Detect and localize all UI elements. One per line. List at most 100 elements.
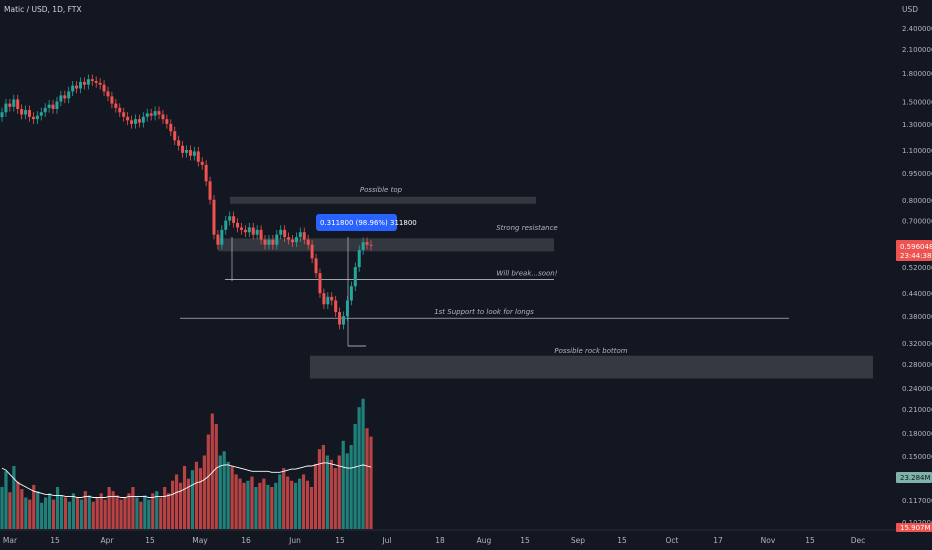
time-tick-label: 16 [241, 536, 251, 545]
candle-body [157, 111, 161, 115]
annotation-will-break: Will break...soon! [496, 270, 557, 278]
annotation-possible-top: Possible top [360, 186, 403, 194]
candle-body [259, 229, 263, 240]
candle-body [188, 149, 192, 156]
volume-bar [301, 474, 306, 529]
candle-body [322, 293, 326, 305]
volume-bar [325, 455, 329, 529]
volume-bar [250, 476, 254, 529]
candle-body [173, 131, 177, 141]
candle-body [294, 237, 298, 243]
candle-body [86, 79, 90, 85]
volume-bar [79, 499, 83, 529]
time-tick-label: 15 [520, 536, 530, 545]
time-tick-label: Aug [477, 536, 492, 545]
candle-body [126, 116, 130, 121]
candle-body [239, 227, 243, 230]
candle-body [342, 316, 346, 325]
candle-body [212, 199, 216, 235]
time-tick-label: Jul [381, 536, 391, 545]
price-tick-label: 1.300000 [902, 121, 932, 129]
candle-body [208, 181, 212, 200]
candle-body [98, 82, 102, 85]
time-tick-label: 17 [713, 536, 723, 545]
volume-bar [67, 501, 72, 529]
candle-body [169, 123, 173, 132]
candle-body [251, 227, 255, 235]
volume-bar [202, 455, 206, 529]
volume-bar [258, 482, 262, 529]
candle-body [357, 250, 361, 268]
candle-body [330, 296, 334, 301]
candle-body [306, 239, 310, 245]
candle-body [204, 164, 208, 182]
volume-bar [218, 455, 222, 529]
candle-body [94, 81, 98, 83]
candle-body [271, 239, 275, 245]
candle-body [27, 110, 31, 117]
volume-bar [59, 495, 64, 529]
candle-body [90, 79, 94, 82]
volume-bar [353, 424, 357, 529]
candle-body [51, 104, 55, 109]
candle-body [110, 96, 114, 104]
candle-body [177, 140, 181, 146]
candle-body [59, 95, 63, 102]
price-tick-label: 1.500000 [902, 99, 932, 107]
volume-bar [24, 497, 28, 529]
candle-body [326, 296, 330, 305]
volume-bar [20, 489, 24, 529]
volume-bar [262, 478, 266, 529]
candle-body [236, 222, 240, 228]
candle-body [24, 110, 28, 115]
time-tick-label: 15 [145, 536, 155, 545]
countdown-timer: 23:44:38 [900, 252, 931, 260]
volume-bar [71, 493, 76, 529]
volume-bar [51, 499, 56, 529]
candle-body [67, 91, 71, 99]
candle-body [267, 239, 271, 245]
volume-bar [75, 497, 79, 529]
candle-body [349, 286, 353, 301]
candle-body [118, 107, 122, 113]
volume-bar [254, 487, 258, 529]
annotation-layer [180, 196, 873, 379]
time-tick-label: Dec [851, 536, 866, 545]
candle-body [137, 119, 141, 123]
price-tick-label: 0.117000 [902, 497, 932, 505]
candle-body [287, 237, 291, 240]
candle-body [224, 220, 228, 230]
time-ticks[interactable]: Mar 15 Apr 15 May 16 Jun 15 Jul 18 Aug 15 Sep 15 Oct 17… [3, 536, 865, 545]
volume-bar [278, 474, 282, 529]
candle-body [185, 149, 188, 153]
volume-bar [349, 445, 353, 529]
volume-bar [313, 463, 318, 529]
volume-bar [206, 434, 210, 529]
candle-body [196, 151, 200, 162]
volume-bar [83, 491, 87, 529]
candle-body [12, 99, 16, 107]
candle-body [314, 258, 318, 274]
volume-bar [286, 476, 290, 529]
candle-body [39, 112, 43, 116]
candle-body [275, 234, 279, 245]
time-tick-label: 15 [50, 536, 60, 545]
volume-bar [171, 480, 175, 529]
volume-bar [147, 499, 151, 529]
candle-body [102, 84, 106, 92]
time-tick-label: Nov [761, 536, 776, 545]
candle-body [228, 216, 232, 221]
volume-bar [28, 499, 32, 529]
volume-bar [242, 482, 246, 529]
candle-body [192, 151, 196, 156]
volume-bar [12, 466, 16, 529]
price-axis[interactable] [895, 0, 932, 530]
volume-bar [361, 398, 365, 529]
candle-body [55, 101, 59, 109]
